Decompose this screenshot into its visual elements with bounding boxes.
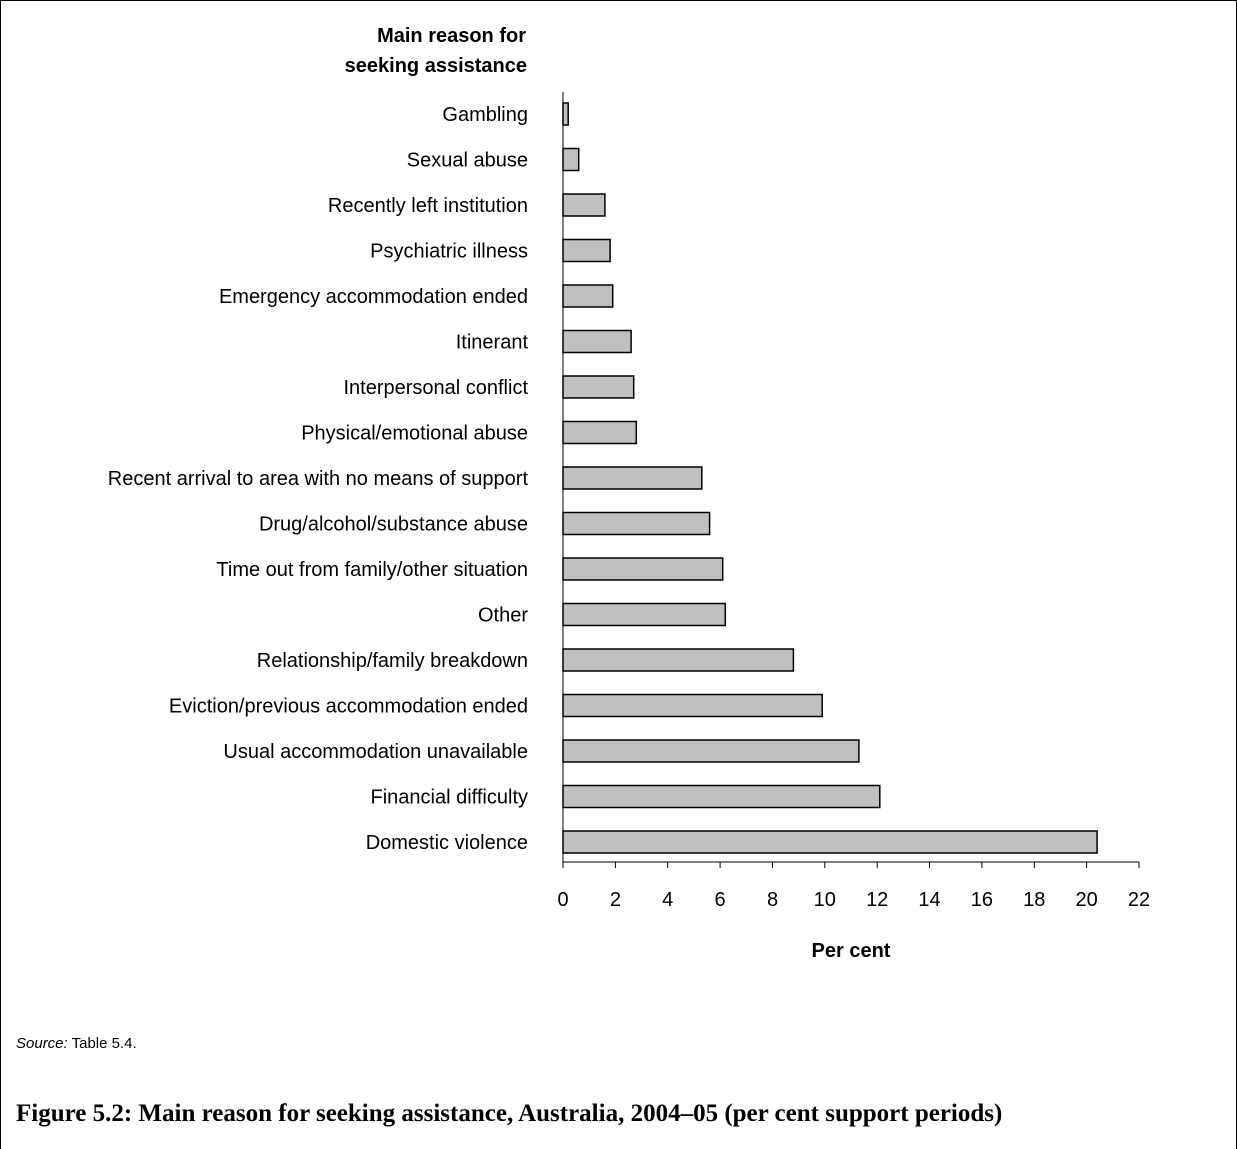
bar	[562, 557, 724, 581]
bar	[562, 830, 1098, 854]
category-label: Drug/alcohol/substance abuse	[259, 514, 528, 536]
bar	[562, 375, 635, 399]
bar	[562, 739, 860, 763]
category-label: Itinerant	[456, 332, 529, 354]
x-tick-label: 20	[1075, 889, 1097, 911]
x-tick-label: 14	[918, 889, 940, 911]
bar	[562, 420, 638, 445]
x-tick-label: 10	[814, 889, 836, 911]
bar	[562, 284, 614, 308]
category-label: Emergency accommodation ended	[219, 286, 528, 308]
bar	[562, 329, 632, 354]
bar	[562, 648, 795, 672]
x-tick-label: 22	[1128, 889, 1150, 911]
category-labels: Gambling Sexual abuse Recently left instit…	[108, 104, 529, 854]
bar-chart: Main reason for seeking assistance Gambl…	[108, 25, 1150, 962]
bar	[562, 102, 569, 126]
figure-caption: Figure 5.2: Main reason for seeking assi…	[16, 1100, 1003, 1127]
category-label: Psychiatric illness	[370, 241, 528, 263]
x-axis-title: Per cent	[812, 940, 891, 962]
category-label: Usual accommodation unavailable	[223, 741, 528, 763]
x-tick-label: 12	[866, 889, 888, 911]
bar	[562, 466, 703, 490]
bar	[562, 238, 611, 263]
category-label: Recently left institution	[328, 195, 528, 217]
category-label: Eviction/previous accommodation ended	[169, 696, 528, 718]
bar	[562, 693, 823, 718]
x-tick-label: 2	[610, 889, 621, 911]
x-ticks: 0 2 4 6 8 10 12 14 16 18 20 22	[557, 862, 1150, 911]
bars-group	[562, 102, 1098, 854]
bar	[562, 193, 606, 217]
category-label: Gambling	[442, 104, 528, 126]
category-label: Interpersonal conflict	[343, 377, 528, 399]
x-tick-label: 16	[971, 889, 993, 911]
bar	[562, 147, 580, 172]
category-label: Other	[478, 605, 528, 627]
source-label: Source:	[16, 1035, 68, 1052]
x-tick-label: 18	[1023, 889, 1045, 911]
bar	[562, 511, 711, 536]
category-label: Financial difficulty	[371, 787, 528, 809]
x-tick-label: 0	[557, 889, 568, 911]
y-axis-title-line-2: seeking assistance	[345, 55, 527, 77]
category-label: Physical/emotional abuse	[301, 423, 528, 445]
category-label: Recent arrival to area with no means of …	[108, 468, 529, 490]
category-label: Relationship/family breakdown	[257, 650, 528, 672]
x-tick-label: 8	[767, 889, 778, 911]
y-axis-title-line-1: Main reason for	[377, 25, 526, 47]
source-note: Source: Table 5.4.	[16, 1035, 137, 1052]
source-text: Table 5.4.	[67, 1035, 137, 1052]
category-label: Domestic violence	[366, 832, 528, 854]
category-label: Time out from family/other situation	[216, 559, 528, 581]
x-tick-label: 4	[662, 889, 673, 911]
bar	[562, 784, 881, 809]
bar	[562, 602, 727, 627]
x-tick-label: 6	[715, 889, 726, 911]
category-label: Sexual abuse	[407, 150, 528, 172]
